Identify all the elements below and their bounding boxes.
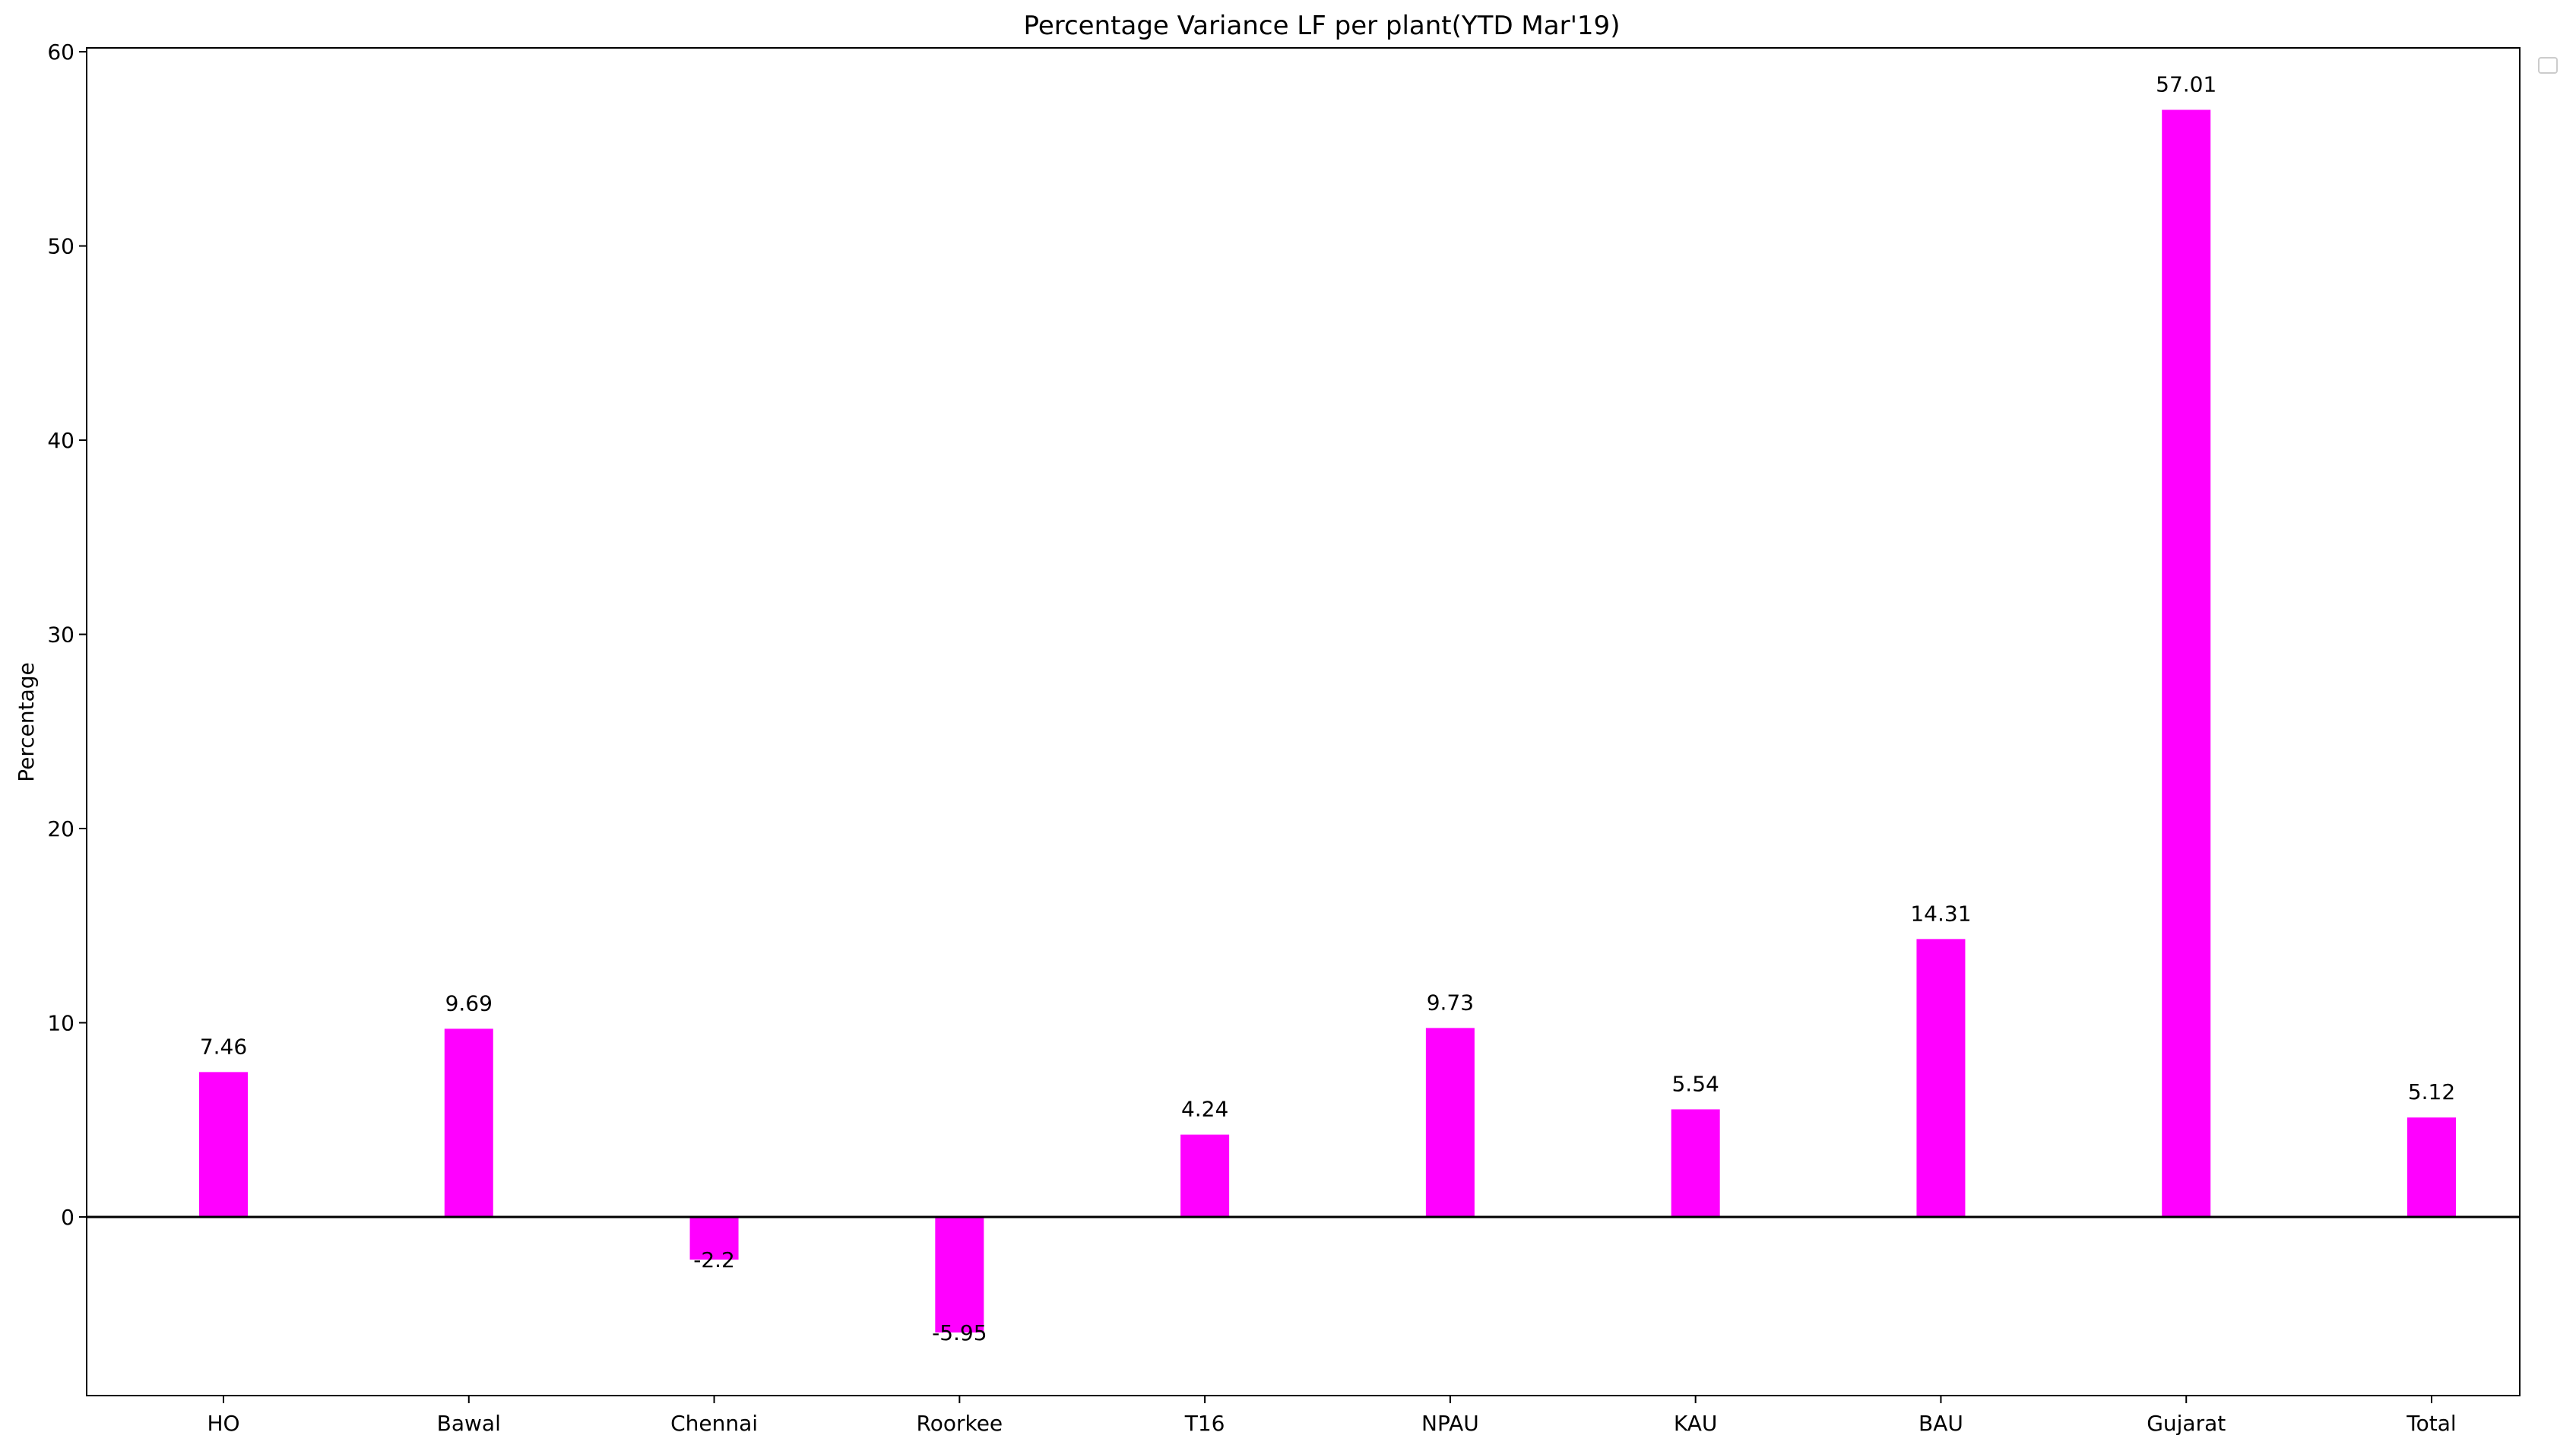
- y-tick-label: 60: [47, 40, 74, 65]
- y-tick-label: 50: [47, 234, 74, 259]
- x-tick-label: NPAU: [1421, 1411, 1479, 1436]
- y-tick-label: 30: [47, 623, 74, 648]
- data-label: 57.01: [2156, 71, 2216, 97]
- legend-box: [2538, 57, 2558, 74]
- bar: [1180, 1134, 1230, 1217]
- data-label: 5.12: [2408, 1079, 2455, 1104]
- y-tick-label: 0: [61, 1205, 74, 1230]
- x-tick-label: HO: [207, 1411, 239, 1436]
- data-label: 14.31: [1910, 901, 1971, 926]
- bar: [199, 1072, 248, 1217]
- x-tick-label: KAU: [1674, 1411, 1718, 1436]
- bar: [689, 1216, 739, 1260]
- bar: [2162, 109, 2211, 1217]
- x-tick-label: Roorkee: [917, 1411, 1003, 1436]
- data-label: 4.24: [1181, 1097, 1228, 1122]
- bar: [1916, 939, 1966, 1217]
- x-tick-label: BAU: [1919, 1411, 1963, 1436]
- x-tick-label: Bawal: [437, 1411, 501, 1436]
- data-label: 9.69: [445, 990, 493, 1016]
- y-tick-label: 40: [47, 428, 74, 453]
- y-axis-title: Percentage: [14, 662, 39, 782]
- x-tick-label: Gujarat: [2147, 1411, 2226, 1436]
- bar: [1425, 1028, 1475, 1217]
- bar: [2407, 1117, 2456, 1217]
- bar: [444, 1028, 493, 1217]
- x-tick-label: T16: [1184, 1411, 1225, 1436]
- x-tick-label: Chennai: [670, 1411, 758, 1436]
- bar: [1671, 1109, 1720, 1217]
- y-tick-label: 20: [47, 816, 74, 841]
- data-label: -5.95: [932, 1320, 987, 1345]
- data-label: 7.46: [200, 1034, 247, 1059]
- plot-area: 0 10 20 30 40 50 60 HO Bawal Chennai Roorkee T16 NPA…: [47, 40, 2521, 1436]
- y-tick-label: 10: [47, 1010, 74, 1035]
- data-label: -2.2: [693, 1247, 735, 1272]
- bar: [935, 1216, 984, 1333]
- data-label: 9.73: [1427, 990, 1474, 1015]
- x-tick-label: Total: [2406, 1411, 2456, 1436]
- data-label: 5.54: [1671, 1071, 1719, 1096]
- axes-frame: [86, 47, 2521, 1396]
- chart-title: Percentage Variance LF per plant(YTD Mar…: [1024, 11, 1621, 41]
